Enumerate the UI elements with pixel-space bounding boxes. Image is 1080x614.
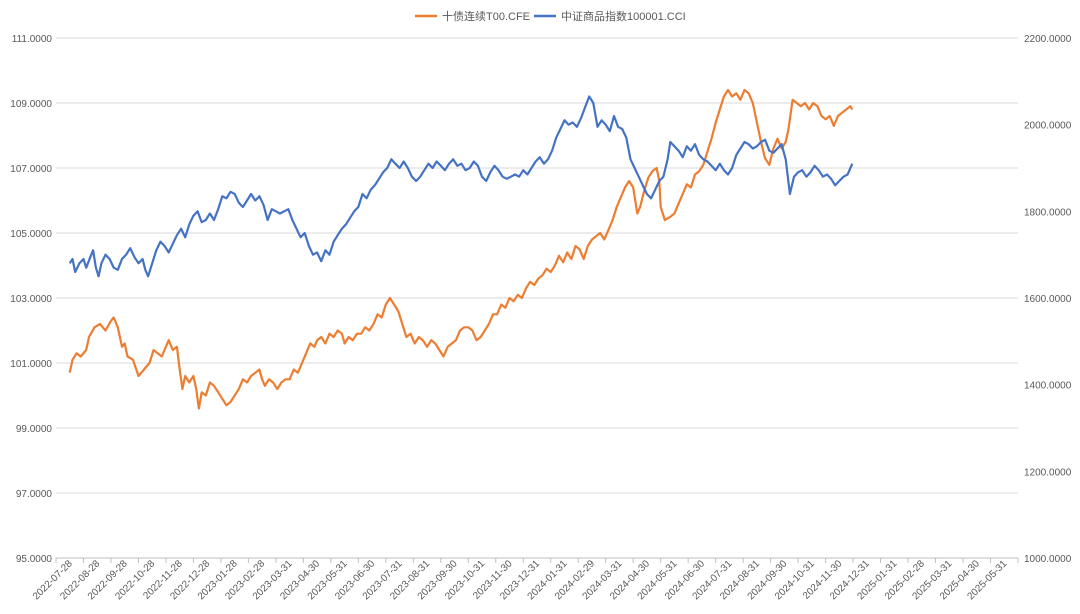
- right-tick-label: 2200.0000: [1024, 34, 1072, 45]
- x-axis-ticks: 2022-07-282022-08-282022-09-282022-10-28…: [31, 558, 1019, 602]
- left-tick-label: 107.0000: [10, 164, 52, 175]
- legend: 十债连续T00.CFE 中证商品指数100001.CCI: [415, 9, 686, 23]
- left-tick-label: 103.0000: [10, 294, 52, 305]
- legend-label-cci: 中证商品指数100001.CCI: [561, 9, 686, 23]
- series-group: [68, 88, 854, 410]
- right-tick-label: 1200.0000: [1024, 467, 1072, 478]
- left-tick-label: 109.0000: [10, 99, 52, 110]
- right-tick-label: 1800.0000: [1024, 207, 1072, 218]
- series-line-cci: [68, 95, 854, 278]
- left-tick-label: 95.0000: [16, 554, 53, 565]
- right-tick-label: 1600.0000: [1024, 294, 1072, 305]
- right-tick-label: 2000.0000: [1024, 121, 1072, 132]
- legend-label-t00: 十债连续T00.CFE: [442, 9, 530, 23]
- left-tick-label: 99.0000: [16, 424, 53, 435]
- left-tick-label: 101.0000: [10, 359, 52, 370]
- left-tick-label: 97.0000: [16, 489, 53, 500]
- left-tick-label: 111.0000: [12, 34, 53, 45]
- left-tick-label: 105.0000: [10, 229, 52, 240]
- right-tick-label: 1000.0000: [1024, 554, 1072, 565]
- gridlines: [56, 37, 1018, 559]
- left-axis-ticks: 95.0000 97.0000 99.0000 101.0000 103.0000 105…: [10, 34, 52, 565]
- series-line-t00: [68, 88, 854, 410]
- right-tick-label: 1400.0000: [1024, 381, 1072, 392]
- right-axis-ticks: 1000.0000 1200.0000 1400.0000 1600.0000 1800…: [1024, 34, 1072, 565]
